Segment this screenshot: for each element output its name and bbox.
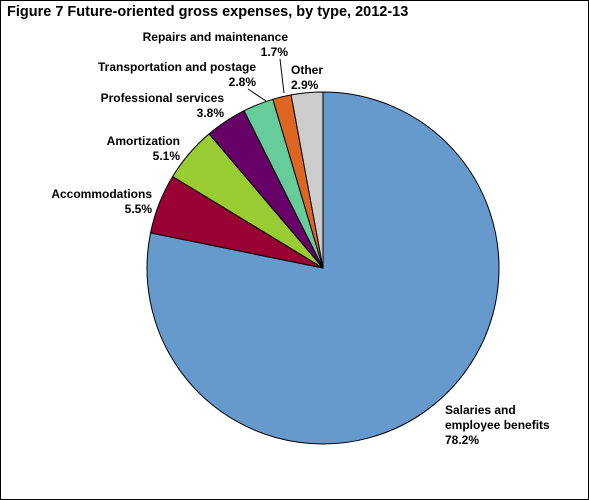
leader-line-repairs-and-maintenance [279, 58, 285, 94]
slice-label-salaries-and-employee-benefits: employee benefits [445, 418, 550, 432]
slice-label-transportation-and-postage: Transportation and postage [98, 60, 256, 74]
slice-label-other: Other [291, 63, 323, 77]
slice-label-amortization: Amortization [107, 134, 180, 148]
slice-value-transportation-and-postage: 2.8% [229, 75, 257, 89]
slice-label-professional-services: Professional services [101, 91, 225, 105]
leader-line-transportation-and-postage [247, 88, 267, 102]
pie-slice-other [290, 91, 324, 269]
slice-value-amortization: 5.1% [153, 149, 181, 163]
slice-label-accommodations: Accommodations [51, 187, 152, 201]
slice-value-professional-services: 3.8% [197, 106, 225, 120]
slice-label-repairs-and-maintenance: Repairs and maintenance [143, 30, 289, 44]
slice-value-accommodations: 5.5% [125, 202, 153, 216]
chart-title: Figure 7 Future-oriented gross expenses,… [7, 4, 409, 20]
slice-label-salaries-and-employee-benefits: Salaries and [445, 403, 516, 417]
slice-value-salaries-and-employee-benefits: 78.2% [445, 433, 479, 447]
slice-value-repairs-and-maintenance: 1.7% [261, 45, 289, 59]
slice-value-other: 2.9% [291, 78, 319, 92]
